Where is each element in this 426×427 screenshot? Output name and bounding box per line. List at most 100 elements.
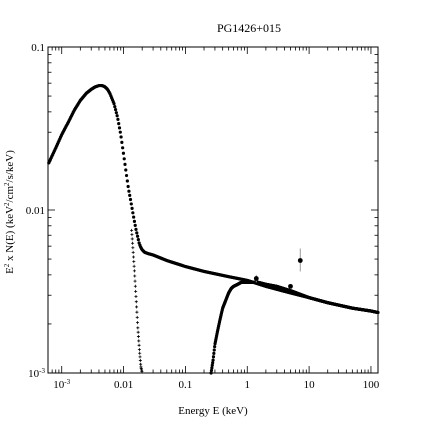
series-mark [137, 348, 141, 352]
series-mark [135, 231, 139, 235]
series-mark [129, 202, 133, 206]
series-mark [132, 219, 137, 223]
series-mark [210, 366, 214, 370]
y-axis-label-part: /s/keV) [4, 150, 16, 183]
series-0 [47, 83, 380, 315]
data-point [297, 258, 303, 263]
series-mark [133, 279, 137, 283]
series-mark [133, 284, 137, 288]
series-mark [128, 197, 133, 202]
series-mark [139, 362, 143, 366]
x-tick-label: 10 [304, 379, 316, 391]
series-mark [138, 355, 142, 359]
y-axis-label-sup: 2 [3, 263, 11, 267]
series-mark [136, 330, 140, 334]
data-points [253, 248, 303, 289]
series-mark [135, 305, 139, 309]
y-axis-label: E2 x N(E) (keV2/cm2/s/keV) [3, 150, 16, 274]
series-mark [123, 162, 127, 167]
x-tick-label: 100 [363, 379, 380, 391]
series-mark [126, 184, 130, 189]
y-axis-label-part: E [4, 267, 16, 274]
series-mark [135, 315, 139, 319]
series-mark [113, 108, 118, 112]
series-mark [132, 260, 136, 264]
series-mark [115, 114, 119, 118]
series-mark [131, 250, 135, 254]
series-2 [209, 280, 380, 375]
series-mark [114, 111, 118, 115]
series-mark [113, 105, 117, 109]
series-mark [130, 228, 134, 232]
series-mark [131, 241, 135, 245]
series-mark [120, 140, 124, 144]
series-mark [133, 223, 137, 227]
series-mark [132, 264, 136, 268]
series-mark [131, 246, 135, 250]
series-mark [211, 355, 216, 359]
series-mark [130, 206, 134, 210]
series-mark [135, 234, 140, 238]
series-mark [130, 237, 134, 241]
series-mark [212, 348, 216, 352]
series-mark [124, 168, 128, 172]
series-mark [124, 173, 129, 178]
series-mark [137, 339, 141, 343]
chart-title: PG1426+015 [217, 21, 281, 35]
series-mark [134, 289, 138, 293]
series-mark [132, 215, 136, 219]
series-mark [136, 321, 140, 325]
series-mark [134, 227, 138, 231]
series-mark [136, 326, 140, 330]
series-mark [211, 361, 215, 365]
series-mark [127, 189, 131, 193]
series-mark [130, 233, 134, 237]
data-point [253, 276, 259, 281]
series-mark [116, 117, 120, 121]
y-axis-label-sup: 2 [3, 182, 11, 186]
x-tick-label: 0.01 [114, 379, 133, 391]
y-axis-label-part: /cm [4, 186, 16, 203]
series-mark [131, 255, 135, 259]
series-mark [121, 151, 126, 155]
series-mark [117, 126, 122, 130]
series-mark [134, 300, 138, 304]
series-mark [134, 295, 138, 299]
series-mark [137, 343, 141, 347]
y-tick-label: 0.01 [26, 205, 45, 217]
series-mark [211, 358, 215, 362]
series-mark [119, 135, 123, 139]
series-mark [121, 146, 125, 150]
series-1 [130, 228, 144, 373]
series-mark [135, 310, 139, 314]
series-mark [128, 193, 132, 197]
series-mark [138, 359, 142, 363]
series-mark [213, 344, 217, 349]
y-tick-label: 0.1 [31, 42, 45, 54]
series-mark [132, 269, 136, 273]
series-mark [136, 335, 140, 339]
series-mark [125, 179, 129, 183]
series-mark [131, 211, 135, 215]
series-mark [118, 130, 122, 134]
plot-series [47, 83, 380, 375]
y-axis-label-sup: 2 [3, 202, 11, 206]
series-mark [133, 274, 137, 278]
series-mark [138, 351, 142, 355]
series-mark [112, 101, 116, 106]
series-mark [210, 363, 214, 367]
x-tick-label: 0.1 [179, 379, 193, 391]
y-axis-label-part: x N(E) (keV [4, 206, 16, 264]
series-mark [136, 237, 140, 242]
series-mark [209, 368, 214, 373]
x-tick-label-sup: -3 [64, 378, 70, 386]
x-tick-label: 1 [245, 379, 251, 391]
y-tick-label-sup: -3 [39, 367, 45, 375]
data-point [288, 283, 293, 289]
x-axis-label: Energy E (keV) [178, 405, 248, 417]
series-mark [212, 351, 216, 355]
series-mark [117, 122, 121, 126]
series-mark [122, 157, 126, 161]
